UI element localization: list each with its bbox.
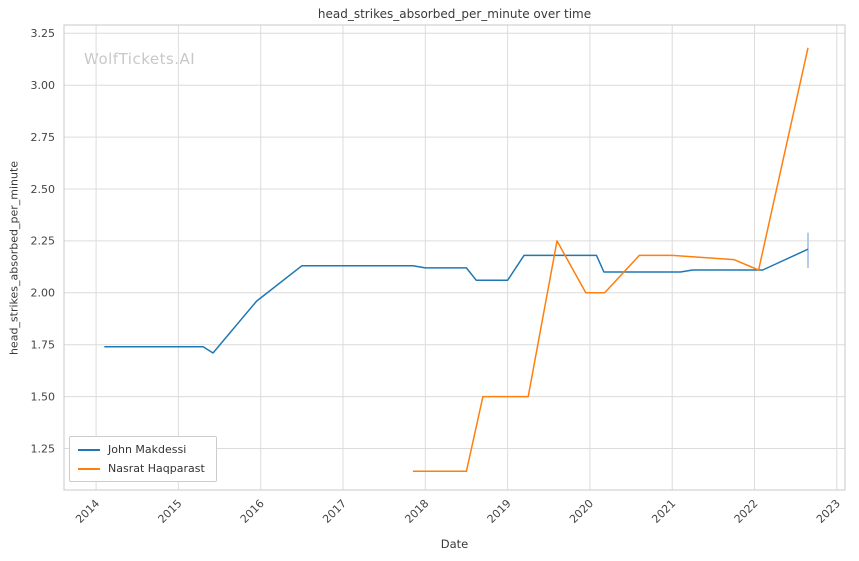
x-tick-label: 2018 [402,497,431,526]
x-tick-label: 2017 [320,497,349,526]
watermark: WolfTickets.AI [84,50,196,68]
x-tick-label: 2019 [485,497,514,526]
x-tick-label: 2020 [567,497,596,526]
legend: John Makdessi Nasrat Haqparast [69,436,217,482]
plot-border [63,24,846,491]
y-tick-label: 2.75 [31,131,56,144]
series-nasrat-haqparast [412,47,809,473]
legend-label: John Makdessi [108,443,187,456]
y-tick-label: 3.25 [31,27,56,40]
y-axis-label: head_strikes_absorbed_per_minute [7,160,21,356]
x-tick-label: 2016 [238,497,267,526]
x-tick-label: 2015 [156,497,185,526]
y-tick-label: 2.50 [31,183,56,196]
series-john-makdessi [104,248,809,354]
legend-item: John Makdessi [78,443,205,456]
y-tick-label: 1.50 [31,390,56,403]
legend-label: Nasrat Haqparast [108,462,205,475]
y-tick-label: 1.25 [31,442,56,455]
legend-line-sample [78,467,100,470]
y-tick-label: 3.00 [31,79,56,92]
x-tick-label: 2022 [732,497,761,526]
chart-title: head_strikes_absorbed_per_minute over ti… [317,7,592,21]
y-tick-label: 2.25 [31,235,56,248]
x-axis-label: Date [440,537,469,551]
legend-line-sample [78,448,100,451]
x-tick-label: 2021 [649,497,678,526]
y-tick-label: 1.75 [31,339,56,352]
y-tick-label: 2.00 [31,287,56,300]
legend-item: Nasrat Haqparast [78,462,205,475]
x-tick-label: 2014 [73,497,102,526]
x-tick-label: 2023 [814,497,843,526]
